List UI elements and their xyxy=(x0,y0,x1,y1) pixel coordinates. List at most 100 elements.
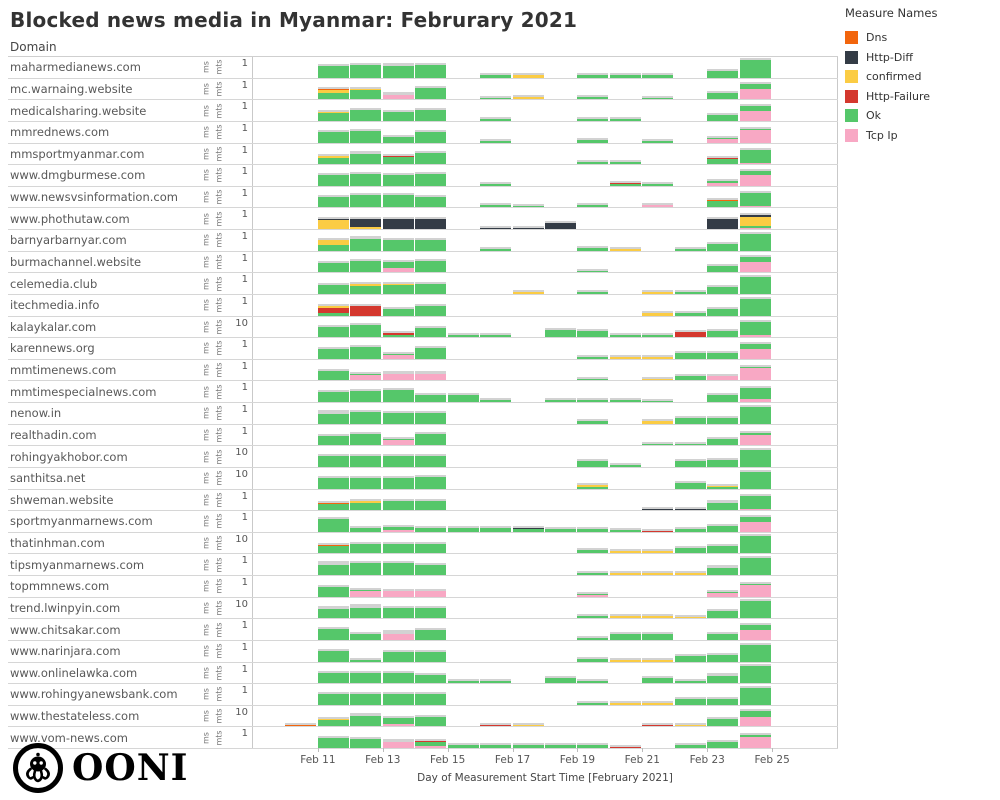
measurement-bar[interactable] xyxy=(739,126,771,143)
measurement-bar[interactable] xyxy=(317,389,349,402)
measurement-bar[interactable] xyxy=(382,331,414,338)
domain-label[interactable]: karennews.org xyxy=(10,341,95,356)
measurement-bar[interactable] xyxy=(317,454,349,467)
measurement-bar[interactable] xyxy=(350,86,382,100)
measurement-bar[interactable] xyxy=(350,128,382,143)
measurement-bar[interactable] xyxy=(577,657,609,662)
measurement-bar[interactable] xyxy=(674,373,706,381)
measurement-bar[interactable] xyxy=(415,650,447,662)
measurement-bar[interactable] xyxy=(739,643,771,662)
measurement-bar[interactable] xyxy=(317,87,349,100)
domain-label[interactable]: mmtimespecialnews.com xyxy=(10,384,157,399)
measurement-bar[interactable] xyxy=(642,289,674,294)
legend-item-tcp-ip[interactable]: Tcp Ip xyxy=(845,126,995,146)
measurement-bar[interactable] xyxy=(642,614,674,619)
domain-label[interactable]: nenow.in xyxy=(10,406,62,421)
measurement-bar[interactable] xyxy=(609,73,641,78)
measurement-bar[interactable] xyxy=(707,112,739,121)
measurement-bar[interactable] xyxy=(577,159,609,165)
measurement-bar[interactable] xyxy=(415,562,447,575)
measurement-bar[interactable] xyxy=(382,154,414,165)
measurement-bar[interactable] xyxy=(447,742,479,748)
measurement-bar[interactable] xyxy=(674,545,706,554)
measurement-bar[interactable] xyxy=(415,474,447,489)
measurement-bar[interactable] xyxy=(739,297,771,316)
measurement-bar[interactable] xyxy=(609,180,641,186)
measurement-bar[interactable] xyxy=(317,237,349,251)
measurement-bar[interactable] xyxy=(707,499,739,511)
measurement-bar[interactable] xyxy=(642,398,674,402)
measurement-bar[interactable] xyxy=(350,62,382,78)
measurement-bar[interactable] xyxy=(317,516,349,532)
measurement-bar[interactable] xyxy=(415,454,447,467)
measurement-bar[interactable] xyxy=(447,525,479,532)
measurement-bar[interactable] xyxy=(577,700,609,705)
measurement-bar[interactable] xyxy=(415,325,447,338)
measurement-bar[interactable] xyxy=(577,72,609,78)
measurement-bar[interactable] xyxy=(480,742,512,748)
measurement-bar[interactable] xyxy=(577,376,609,381)
domain-label[interactable]: www.dmgburmese.com xyxy=(10,168,146,183)
measurement-bar[interactable] xyxy=(707,91,739,100)
measurement-bar[interactable] xyxy=(317,130,349,143)
domain-label[interactable]: www.onlinelawka.com xyxy=(10,665,138,680)
measurement-bar[interactable] xyxy=(317,194,349,208)
measurement-bar[interactable] xyxy=(577,678,609,684)
measurement-bar[interactable] xyxy=(350,736,382,748)
measurement-bar[interactable] xyxy=(545,526,576,532)
measurement-bar[interactable] xyxy=(382,670,414,684)
measurement-bar[interactable] xyxy=(415,738,447,748)
measurement-bar[interactable] xyxy=(739,191,771,208)
measurement-bar[interactable] xyxy=(642,376,674,381)
measurement-bar[interactable] xyxy=(415,541,447,554)
measurement-bar[interactable] xyxy=(577,203,609,208)
measurement-bar[interactable] xyxy=(415,259,447,273)
measurement-bar[interactable] xyxy=(642,657,674,662)
measurement-bar[interactable] xyxy=(707,198,739,208)
measurement-bar[interactable] xyxy=(415,238,447,251)
measurement-bar[interactable] xyxy=(577,458,609,467)
measurement-bar[interactable] xyxy=(480,246,512,251)
measurement-bar[interactable] xyxy=(739,514,771,532)
measurement-bar[interactable] xyxy=(707,631,739,640)
measurement-bar[interactable] xyxy=(382,476,414,489)
domain-label[interactable]: www.newsvsinformation.com xyxy=(10,190,178,205)
domain-label[interactable]: www.thestateless.com xyxy=(10,709,140,724)
measurement-bar[interactable] xyxy=(739,341,771,359)
measurement-bar[interactable] xyxy=(739,82,771,100)
measurement-bar[interactable] xyxy=(480,116,512,121)
measurement-bar[interactable] xyxy=(707,350,739,359)
measurement-bar[interactable] xyxy=(317,627,349,640)
measurement-bar[interactable] xyxy=(415,370,447,381)
measurement-bar[interactable] xyxy=(317,368,349,381)
measurement-bar[interactable] xyxy=(674,697,706,705)
measurement-bar[interactable] xyxy=(350,712,382,727)
measurement-bar[interactable] xyxy=(350,345,382,359)
measurement-bar[interactable] xyxy=(739,447,771,467)
measurement-bar[interactable] xyxy=(739,581,771,597)
measurement-bar[interactable] xyxy=(350,371,382,381)
measurement-bar[interactable] xyxy=(415,194,447,208)
measurement-bar[interactable] xyxy=(609,570,641,575)
measurement-bar[interactable] xyxy=(609,528,641,532)
measurement-bar[interactable] xyxy=(415,86,447,100)
measurement-bar[interactable] xyxy=(642,354,674,359)
measurement-bar[interactable] xyxy=(317,173,349,186)
measurement-bar[interactable] xyxy=(382,173,414,186)
measurement-bar[interactable] xyxy=(350,323,382,338)
measurement-bar[interactable] xyxy=(642,441,674,446)
measurement-bar[interactable] xyxy=(350,282,382,294)
measurement-bar[interactable] xyxy=(577,268,609,273)
measurement-bar[interactable] xyxy=(707,178,739,186)
measurement-bar[interactable] xyxy=(317,63,349,78)
measurement-bar[interactable] xyxy=(739,709,771,727)
domain-label[interactable]: thatinhman.com xyxy=(10,536,105,551)
measurement-bar[interactable] xyxy=(707,241,739,251)
measurement-bar[interactable] xyxy=(350,389,382,402)
measurement-bar[interactable] xyxy=(707,155,739,165)
measurement-bar[interactable] xyxy=(577,419,609,424)
measurement-bar[interactable] xyxy=(707,457,739,467)
measurement-bar[interactable] xyxy=(707,217,739,229)
measurement-bar[interactable] xyxy=(707,696,739,705)
measurement-bar[interactable] xyxy=(317,304,349,316)
